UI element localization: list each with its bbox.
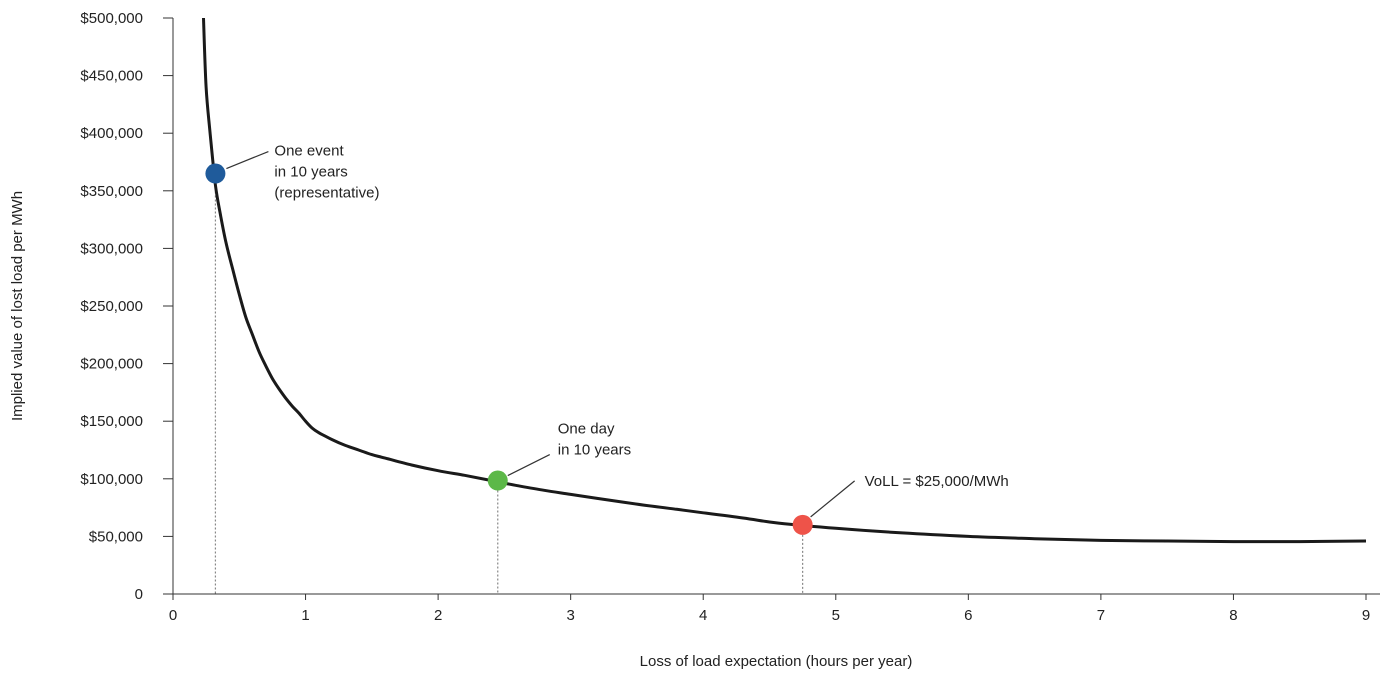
x-tick-label: 5 [832, 607, 840, 624]
annotation-leader [226, 150, 269, 170]
highlight-point [205, 163, 226, 184]
points-group [205, 163, 813, 535]
y-tick-label: $450,000 [80, 68, 143, 85]
annotation-leaders-group [226, 150, 856, 518]
annotation-text: in 10 years [274, 164, 347, 181]
y-tick-label: $150,000 [80, 413, 143, 430]
y-tick-label: $300,000 [80, 240, 143, 257]
annotations-group: One event in 10 years (representative) One … [274, 143, 1008, 490]
axes-group [172, 18, 1380, 595]
x-tick-label: 0 [169, 607, 177, 624]
x-tick-label: 6 [964, 607, 972, 624]
x-tick-label: 1 [301, 607, 309, 624]
x-ticks-group: 0 1 2 3 4 5 6 7 8 9 [169, 594, 1370, 624]
series-line [202, 17, 1367, 544]
x-tick-label: 7 [1097, 607, 1105, 624]
annotation-text: One day [558, 421, 615, 438]
highlight-point [487, 470, 508, 491]
x-tick-label: 8 [1229, 607, 1237, 624]
y-tick-label: $400,000 [80, 125, 143, 142]
y-tick-label: 0 [135, 586, 143, 603]
annotation-leader [507, 453, 551, 477]
y-axis-title: Implied value of lost load per MWh [9, 191, 26, 421]
y-ticks-group: 0 $50,000 $100,000 $150,000 $200,000 $250,000… [80, 10, 173, 603]
annotation-text: in 10 years [558, 442, 631, 459]
annotation-text: One event [274, 143, 344, 160]
y-tick-label: $100,000 [80, 471, 143, 488]
annotation-leader [810, 480, 856, 518]
x-axis-title: Loss of load expectation (hours per year… [640, 653, 913, 670]
x-tick-label: 9 [1362, 607, 1370, 624]
highlight-point [792, 514, 813, 535]
y-tick-label: $50,000 [89, 528, 143, 545]
x-tick-label: 3 [566, 607, 574, 624]
annotation-text: (representative) [274, 185, 379, 202]
drop-lines-group [214, 183, 804, 594]
annotation-text: VoLL = $25,000/MWh [865, 473, 1009, 490]
x-tick-label: 2 [434, 607, 442, 624]
y-tick-label: $500,000 [80, 10, 143, 27]
x-tick-label: 4 [699, 607, 707, 624]
y-tick-label: $350,000 [80, 183, 143, 200]
y-tick-label: $200,000 [80, 356, 143, 373]
y-tick-label: $250,000 [80, 298, 143, 315]
